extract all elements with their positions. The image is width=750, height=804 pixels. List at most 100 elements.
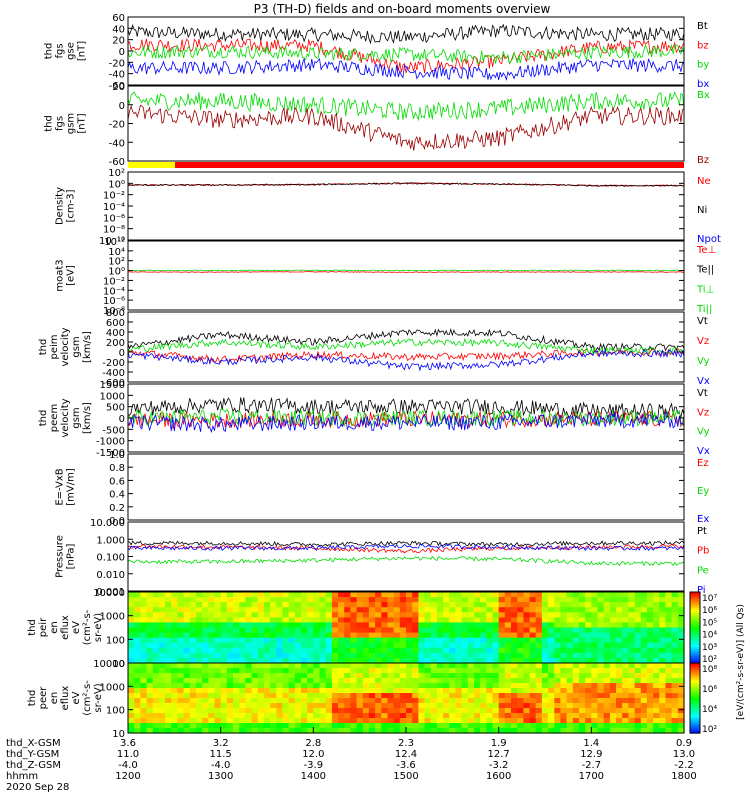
- y-axis-label-line: eV: [71, 621, 82, 634]
- y-axis-label-line: gsm: [66, 113, 77, 134]
- legend-Pt: Pt: [697, 526, 707, 537]
- series-line-bx: [127, 58, 685, 81]
- y-tick-label: 10⁻⁴: [103, 202, 125, 213]
- y-tick-label: 1500: [100, 380, 125, 391]
- y-axis-label-line: velocity: [60, 327, 71, 366]
- y-axis-label-line: peem: [49, 404, 60, 432]
- legend-Vt: Vt: [697, 388, 708, 399]
- y-tick-label: 1000: [100, 612, 125, 623]
- legend-Ni: Ni: [697, 205, 707, 216]
- legend-Vx: Vx: [697, 446, 710, 457]
- y-tick-label: 10⁻²: [103, 191, 125, 202]
- axis-row-label: thd_Y-GSM: [6, 749, 59, 760]
- legend-Ex: Ex: [697, 514, 709, 525]
- y-tick-label: -20: [109, 120, 125, 131]
- y-axis-label: thd peir en eflux eV (cm²-s-sr-eV): [27, 609, 104, 645]
- legend-Pe: Pe: [697, 565, 709, 576]
- y-axis-label-line: gsm: [71, 407, 82, 428]
- axis-row-value: -4.0: [118, 760, 138, 771]
- y-axis-label-line: sr-eV): [93, 613, 104, 642]
- y-tick-label: 10⁻⁶: [103, 296, 125, 307]
- axis-row-value: 11.0: [117, 749, 139, 760]
- y-axis-label-line: thd: [38, 339, 49, 356]
- y-axis-label-line: fgs: [55, 43, 66, 58]
- y-tick-label: 60: [112, 13, 125, 24]
- panel-frame: [127, 311, 685, 383]
- y-axis-label-line: gse: [66, 42, 77, 60]
- colorbar-tick-label: 10⁵: [702, 618, 717, 628]
- y-tick-label: 10000: [93, 659, 125, 670]
- y-tick-label: 0: [119, 348, 125, 359]
- y-tick-label: 0.0: [109, 516, 125, 527]
- axis-row-value: 12.0: [302, 749, 324, 760]
- y-axis-label: E=-VxB [mV/m]: [55, 468, 77, 506]
- y-axis-label-line: [km/s]: [82, 402, 93, 434]
- panel-9: 10000 1000 100 10 thd peir en eflux eV (cm²-s-sr-…: [27, 588, 685, 670]
- y-tick-label: -200: [102, 358, 125, 369]
- series-line-Pe: [127, 555, 685, 567]
- y-tick-label: 400: [106, 328, 125, 339]
- spectrogram-ion: [128, 592, 685, 664]
- legend-Te||: Te||: [696, 265, 714, 276]
- y-axis-label-line: Pressure: [55, 535, 66, 578]
- axis-row-value: 1800: [671, 771, 696, 782]
- axis-row-label: hhmm: [6, 771, 38, 782]
- series-line-Pt: [127, 540, 685, 548]
- y-axis-label: thd peim velocity gsm [km/s]: [38, 327, 93, 366]
- y-axis-label-line: eV: [71, 691, 82, 704]
- series-line-bz: [127, 38, 685, 74]
- series-line-Bx: [127, 91, 685, 122]
- y-axis-label-line: velocity: [60, 398, 71, 437]
- colorbar-tick-label: 10⁶: [702, 685, 717, 695]
- axis-row-value: -2.7: [582, 760, 602, 771]
- axis-row-value: 1200: [115, 771, 140, 782]
- y-tick-label: 0.001: [96, 587, 125, 598]
- status-band-red: [175, 162, 684, 168]
- axis-row-value: 1500: [393, 771, 418, 782]
- axis-row-value: 3.2: [213, 738, 229, 749]
- spectrogram-electron: [128, 663, 685, 734]
- y-tick-label: 10⁻⁶: [103, 213, 125, 224]
- y-tick-label: 0.8: [109, 463, 125, 474]
- y-tick-label: -500: [102, 425, 125, 436]
- axis-row-value: 1300: [208, 771, 233, 782]
- y-axis-label-line: sr-eV): [93, 683, 104, 712]
- series-line-Vy: [127, 337, 685, 356]
- y-axis-label-line: [mV/m]: [66, 468, 77, 506]
- y-tick-label: 0: [119, 414, 125, 425]
- y-tick-label: 0.100: [96, 553, 125, 564]
- y-axis-label-line: peir: [38, 617, 49, 637]
- legend-bx: bx: [697, 79, 709, 90]
- y-tick-label: 200: [106, 338, 125, 349]
- legend-Pb: Pb: [697, 546, 709, 557]
- y-tick-label: -20: [109, 58, 125, 69]
- y-tick-label: 10: [112, 659, 125, 670]
- y-axis-label-line: thd: [38, 410, 49, 427]
- y-axis-label-line: [km/s]: [82, 331, 93, 363]
- colorbar: 10⁷10⁶10⁵10⁴10³10²10⁸10⁶10⁴10²[eV/(cm²-s…: [689, 591, 746, 735]
- axis-row-label: thd_X-GSM: [6, 738, 61, 749]
- series-line-Ti⊥: [128, 269, 685, 272]
- axis-row-value: 1.4: [583, 738, 599, 749]
- y-axis-label: Density [cm-3]: [55, 187, 77, 225]
- legend-bz: bz: [697, 40, 709, 51]
- legend-Vx: Vx: [697, 376, 710, 387]
- axis-row-value: 2.8: [305, 738, 321, 749]
- y-tick-label: -60: [109, 81, 125, 92]
- legend-Bz: Bz: [697, 155, 709, 166]
- y-tick-label: -1000: [96, 437, 125, 448]
- axis-row-value: 1700: [579, 771, 604, 782]
- legend-Ey: Ey: [697, 486, 709, 497]
- axis-row-value: 1600: [486, 771, 511, 782]
- y-tick-label: -600: [102, 378, 125, 389]
- series-line-Vz: [127, 348, 685, 364]
- y-axis-label: thd fgs gsm [nT]: [44, 113, 88, 134]
